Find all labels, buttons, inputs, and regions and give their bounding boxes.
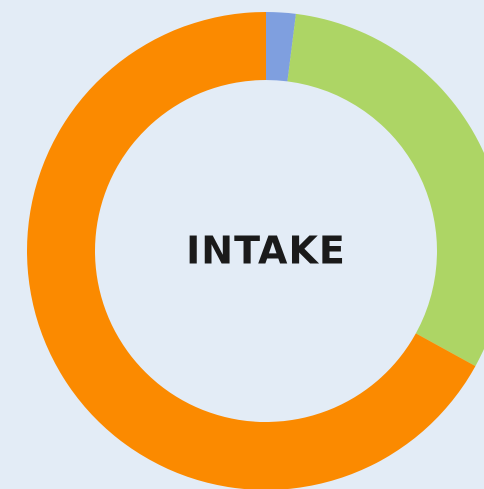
center-title: INTAKE xyxy=(186,229,346,273)
donut-slice xyxy=(287,13,484,367)
donut-slice xyxy=(27,12,476,489)
donut-slice xyxy=(266,12,296,82)
slices xyxy=(27,12,484,489)
